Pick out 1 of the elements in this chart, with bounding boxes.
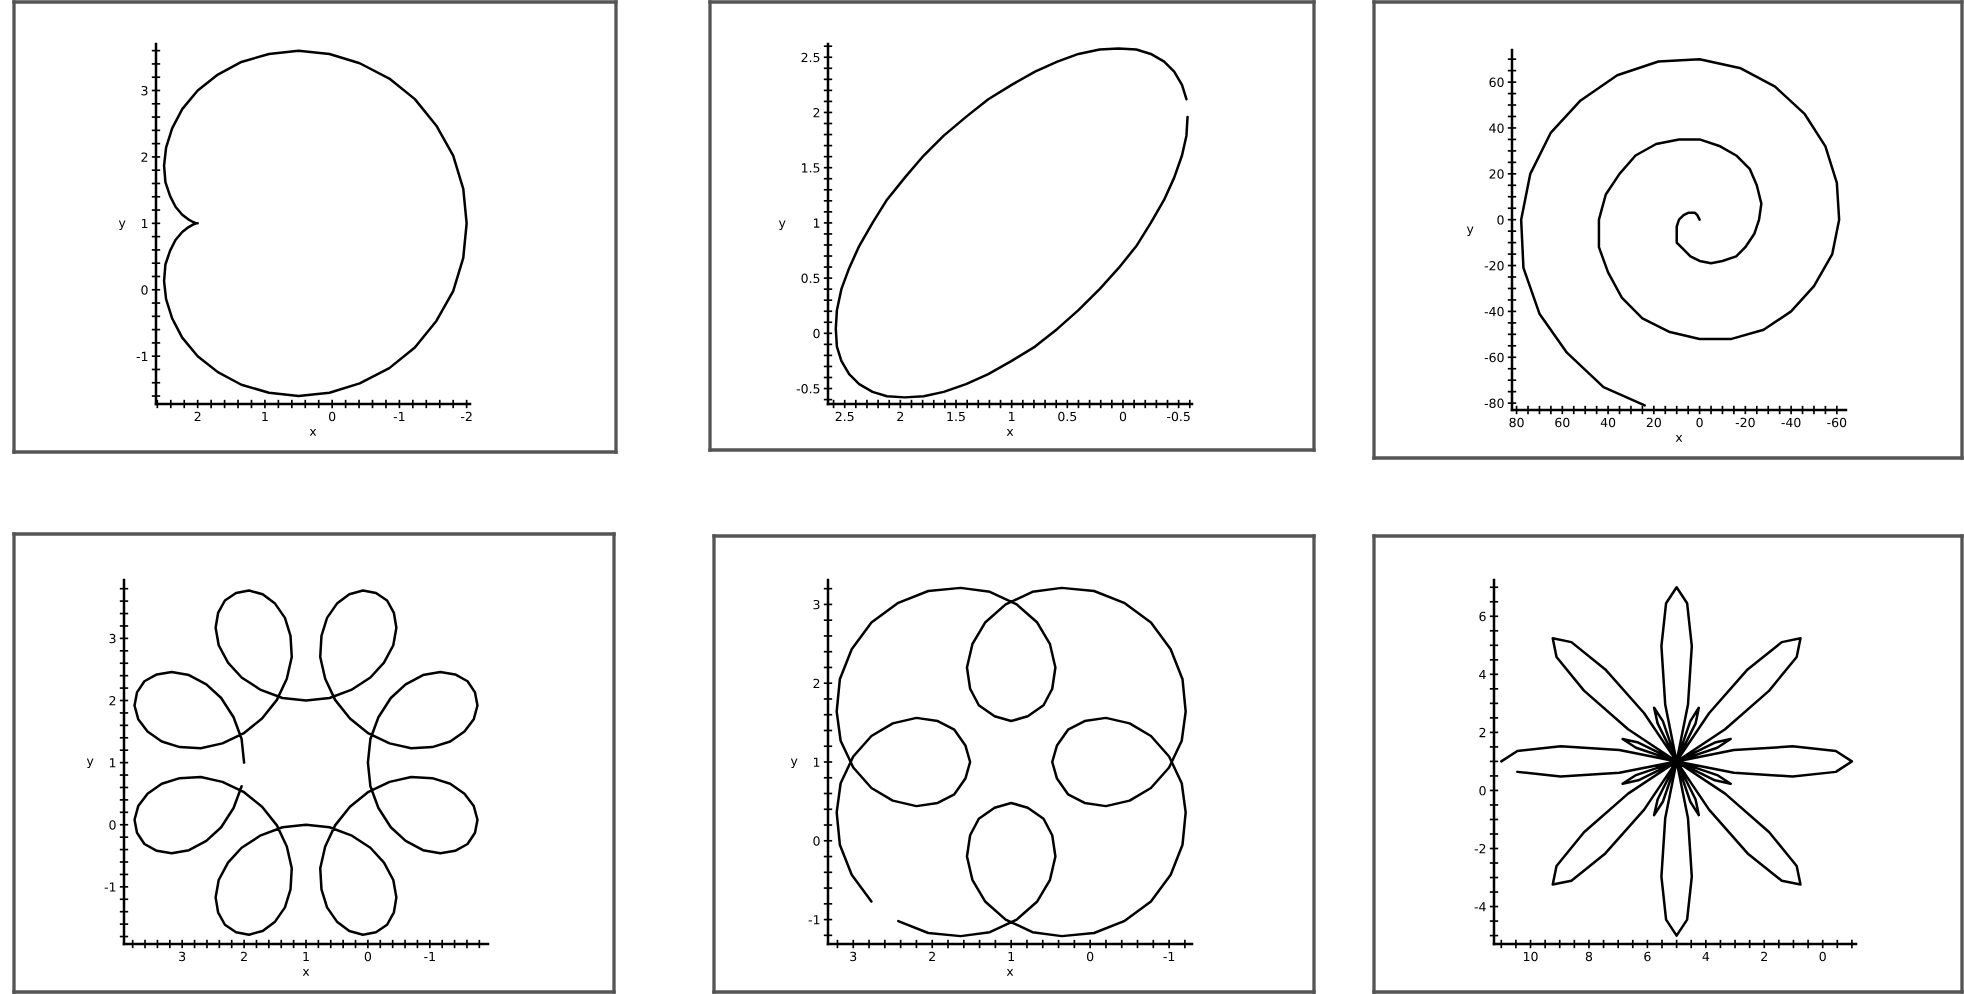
- line-series: [133, 589, 479, 936]
